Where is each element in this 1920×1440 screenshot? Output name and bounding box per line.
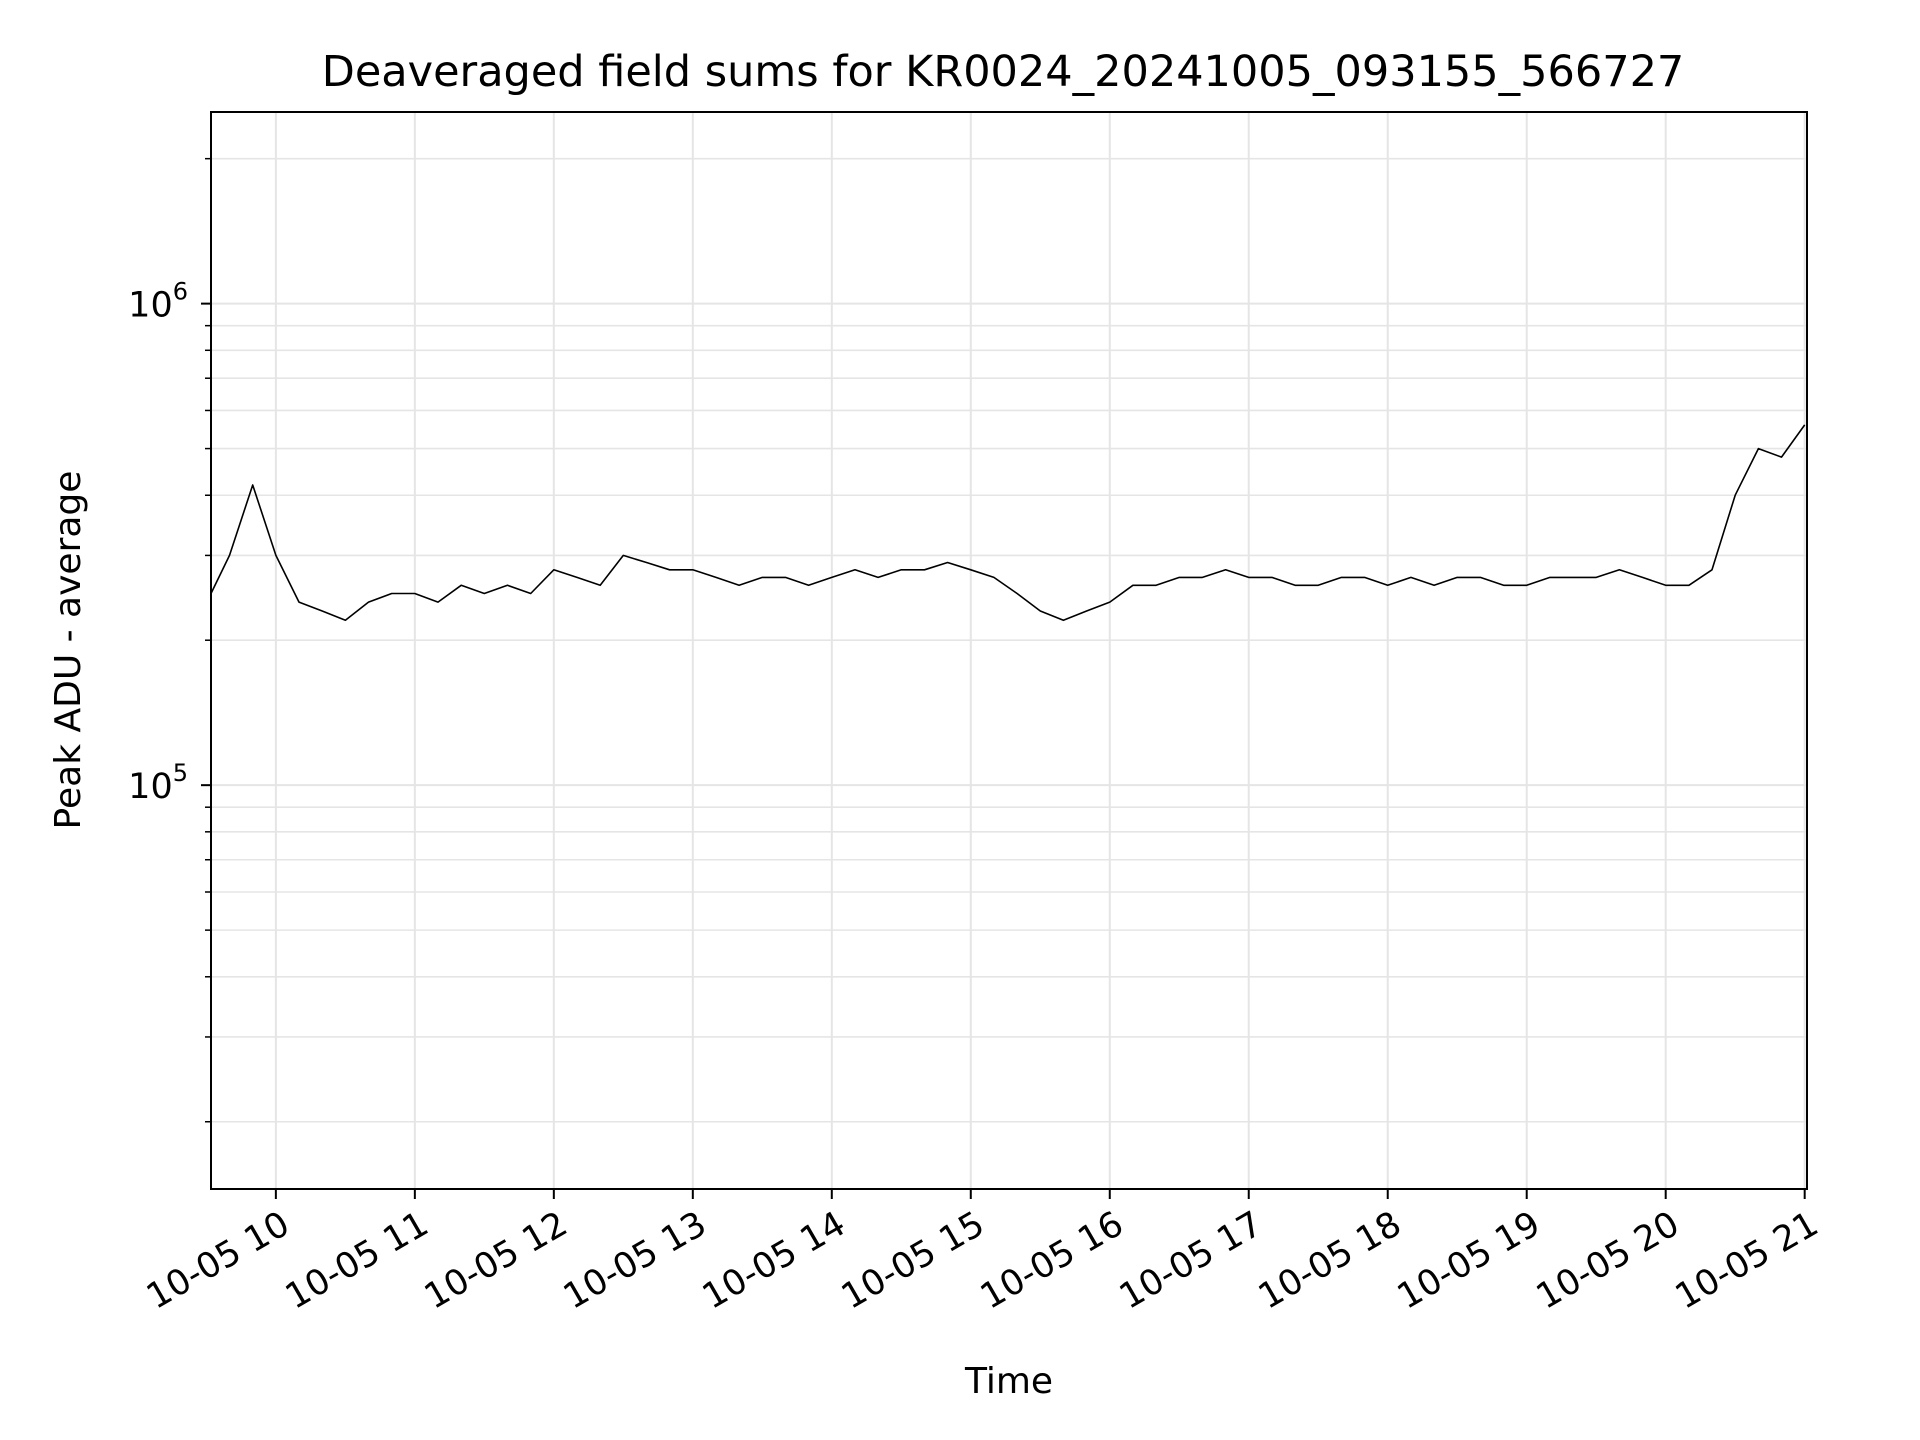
x-axis-label: Time — [964, 1361, 1053, 1402]
y-axis-label: Peak ADU - average — [48, 471, 89, 830]
grid-layer — [211, 112, 1807, 1189]
series-line — [210, 424, 1806, 622]
y-tick-label: 106 — [128, 278, 188, 326]
y-tick-label: 105 — [128, 759, 188, 807]
axes-frame — [210, 111, 1808, 1190]
chart-title: Deaveraged field sums for KR0024_2024100… — [322, 47, 1685, 97]
plot-area — [210, 424, 1806, 622]
